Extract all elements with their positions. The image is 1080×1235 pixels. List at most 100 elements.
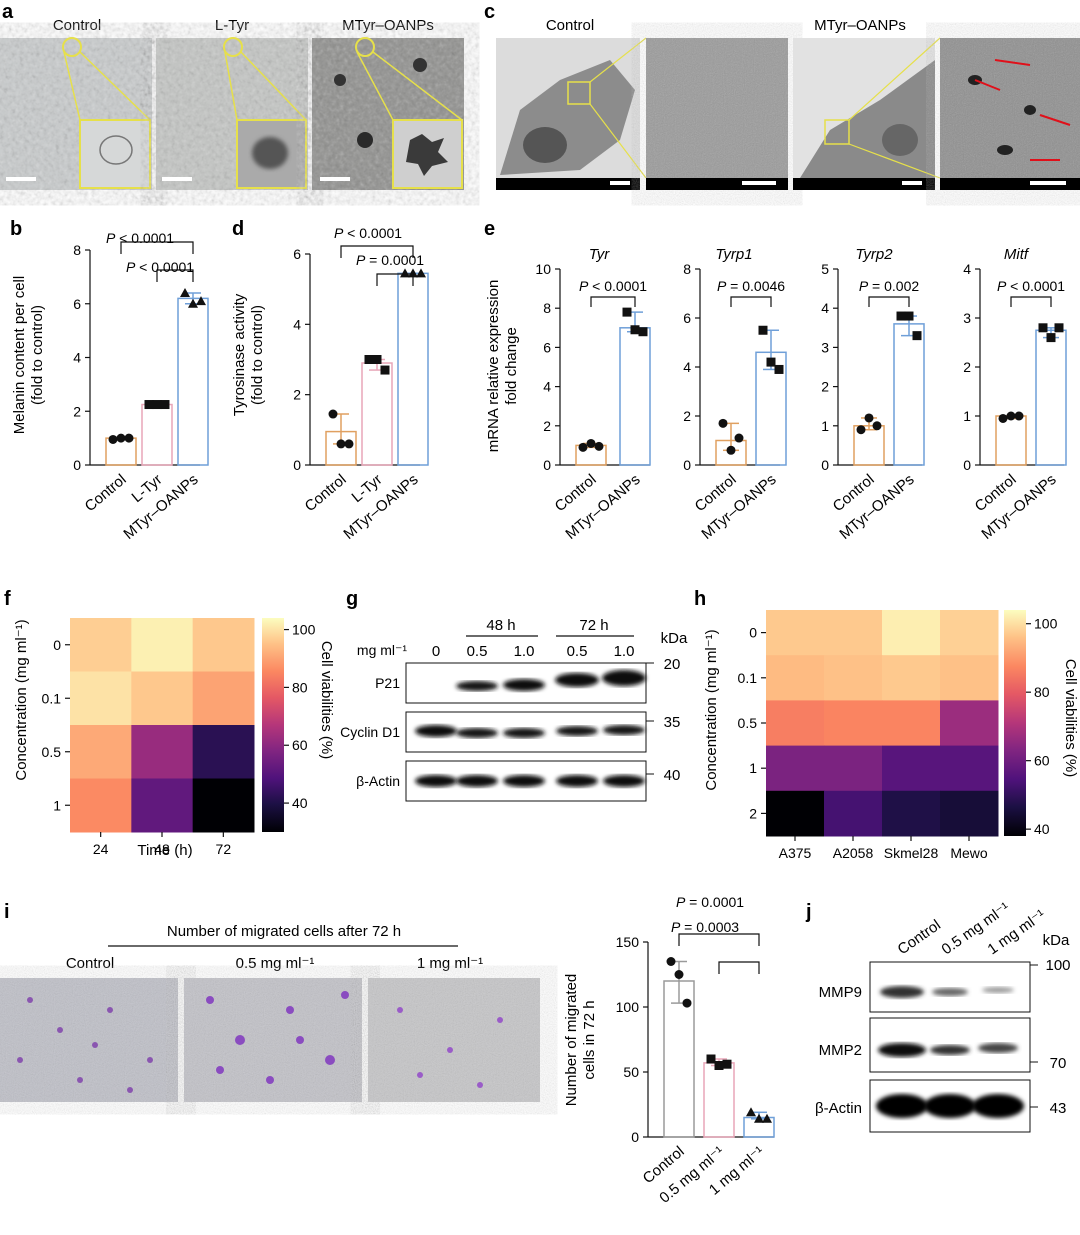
- heatmap-cell: [940, 790, 999, 837]
- panel-label-i: i: [4, 901, 10, 923]
- axis-ylabel-h: Concentration (mg ml⁻¹): [703, 629, 720, 790]
- heatmap-cell: [940, 700, 999, 747]
- band-label: β-Actin: [356, 773, 400, 789]
- panel-label-c: c: [484, 1, 495, 23]
- lane-label: 0.5: [567, 643, 588, 660]
- data-point: [734, 433, 744, 443]
- bar: [893, 323, 925, 466]
- blot-time-72: 72 h: [579, 617, 608, 634]
- data-point: [1006, 411, 1016, 421]
- colorbar-label-f: Cell viabilities (%): [318, 641, 335, 759]
- panel-a-title-control: Control: [53, 17, 101, 34]
- data-point: [416, 268, 426, 278]
- data-point: [180, 288, 190, 297]
- data-point: [762, 1113, 772, 1123]
- data-point: [896, 311, 906, 321]
- data-point: [718, 418, 728, 428]
- lane-label: 0: [432, 643, 440, 660]
- heatmap-cell: [882, 610, 941, 656]
- micrograph-ltyr: [156, 37, 308, 190]
- panel-label-h: h: [694, 588, 706, 610]
- scale-bar: [6, 177, 36, 181]
- sig-bracket: [730, 296, 772, 307]
- y-tick-label: 4: [73, 350, 81, 366]
- heatmap-cell: [70, 725, 132, 779]
- colorbar-tick-label: 80: [1034, 684, 1050, 700]
- x-tick-label: Control: [302, 471, 350, 515]
- y-tick-label: 6: [543, 339, 551, 355]
- y-tick-label: 8: [683, 261, 691, 277]
- data-point: [408, 268, 418, 278]
- panel-c: c Control MTyr–OANPs: [484, 1, 1080, 190]
- data-point: [364, 355, 374, 364]
- chart-title: Tyr: [589, 246, 611, 263]
- colorbar-tick-label: 100: [292, 622, 316, 638]
- data-point: [998, 413, 1008, 423]
- data-point: [746, 1107, 756, 1117]
- y-tick-label: 1: [963, 408, 971, 424]
- data-point: [124, 433, 134, 443]
- tem-mtyr-overview: [793, 37, 941, 190]
- band-label-j: MMP9: [819, 984, 862, 1001]
- p-value: P = 0.002: [859, 278, 920, 294]
- colorbar-h: [1004, 610, 1026, 836]
- lane-label: 0.5: [467, 643, 488, 660]
- sig-bracket: [868, 296, 910, 307]
- migration-title: 1 mg ml⁻¹: [417, 955, 483, 972]
- y-tick-label: 2: [963, 359, 971, 375]
- lane-label-j: Control: [895, 917, 944, 959]
- bar: [703, 1062, 735, 1138]
- data-point: [328, 409, 338, 419]
- panel-j: j Control 0.5 mg ml⁻¹ 1 mg ml⁻¹ kDa MMP9…: [805, 899, 1071, 1133]
- band-label-j: MMP2: [819, 1042, 862, 1059]
- heatmap-cell: [824, 790, 883, 837]
- y-tick-label: 1: [749, 760, 757, 776]
- sig-bracket: [718, 961, 760, 974]
- colorbar-tick-label: 100: [1034, 616, 1058, 632]
- heatmap-cell: [824, 610, 883, 656]
- micrograph-mtyr: [312, 37, 464, 190]
- data-point: [1046, 333, 1056, 343]
- data-point: [344, 439, 354, 449]
- mw-marker: 40: [664, 767, 681, 784]
- heatmap-cell: [940, 610, 999, 656]
- axis-ylabel-b2: (fold to control): [29, 305, 46, 405]
- y-tick-label: 0: [963, 457, 971, 473]
- data-point: [630, 325, 640, 335]
- scale-bar: [1030, 181, 1066, 185]
- y-tick-label: 4: [683, 359, 691, 375]
- y-tick-label: 8: [543, 300, 551, 316]
- mw-marker: 20: [664, 656, 681, 673]
- heatmap-cell: [766, 745, 825, 792]
- panel-label-d: d: [232, 218, 244, 240]
- sig-bracket: [156, 269, 194, 282]
- y-tick-label: 2: [749, 805, 757, 821]
- panel-label-b: b: [10, 218, 22, 240]
- data-point: [144, 400, 154, 410]
- pvalue-i2: P = 0.0003: [671, 919, 739, 935]
- mw-marker: 35: [664, 714, 681, 731]
- y-tick-label: 0: [821, 457, 829, 473]
- data-point: [856, 425, 866, 435]
- data-point: [706, 1054, 716, 1064]
- colorbar-f: [262, 618, 284, 832]
- migration-image-05: [184, 978, 362, 1102]
- chart-title: Tyrp2: [855, 246, 893, 263]
- y-tick-label: 1: [821, 418, 829, 434]
- bar: [361, 362, 393, 466]
- tem-control-overview: [496, 37, 647, 190]
- blot-unit-g: mg ml⁻¹: [357, 642, 408, 658]
- panel-label-a: a: [2, 1, 14, 23]
- tem-control-zoom: [646, 38, 788, 190]
- colorbar-h-ticks: 40 60 80 100: [1026, 616, 1058, 837]
- bar: [619, 327, 651, 466]
- y-tick-label: 0: [631, 1129, 639, 1145]
- panel-label-f: f: [4, 588, 11, 610]
- band-label-j: β-Actin: [815, 1100, 862, 1117]
- heatmap-cell: [766, 610, 825, 656]
- y-tick-label: 4: [821, 300, 829, 316]
- data-point: [400, 268, 410, 278]
- scale-bar: [610, 181, 630, 185]
